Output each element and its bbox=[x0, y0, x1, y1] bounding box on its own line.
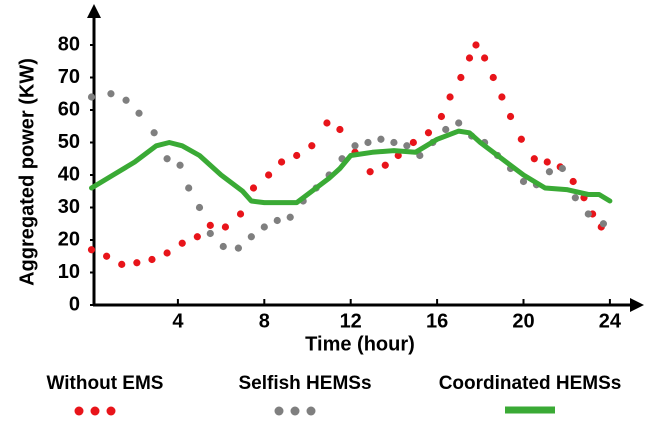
data-point bbox=[206, 229, 214, 238]
legend-label: Without EMS bbox=[47, 373, 164, 394]
x-tick-label: 8 bbox=[259, 310, 270, 332]
data-point bbox=[424, 129, 433, 137]
data-point bbox=[308, 142, 316, 150]
y-tick-label: 50 bbox=[58, 131, 80, 153]
data-point bbox=[221, 223, 230, 231]
data-point bbox=[273, 216, 281, 225]
data-point bbox=[206, 221, 214, 229]
y-axis-arrow bbox=[87, 4, 101, 18]
data-point bbox=[584, 210, 592, 218]
y-tick-label: 40 bbox=[58, 163, 80, 185]
data-point bbox=[277, 158, 286, 166]
data-point bbox=[506, 112, 515, 121]
y-tick-label: 0 bbox=[69, 293, 80, 315]
data-point bbox=[364, 138, 372, 147]
data-point bbox=[457, 73, 465, 82]
x-tick-label: 4 bbox=[172, 310, 184, 332]
x-tick-label: 24 bbox=[599, 310, 622, 332]
data-point bbox=[558, 164, 566, 173]
data-point bbox=[193, 233, 201, 241]
data-point bbox=[409, 138, 417, 147]
data-point bbox=[234, 244, 242, 252]
data-point bbox=[336, 125, 344, 134]
x-tick-label: 20 bbox=[512, 310, 534, 332]
data-point bbox=[481, 54, 489, 62]
data-point bbox=[442, 125, 450, 134]
data-point bbox=[247, 233, 255, 241]
y-tick-label: 60 bbox=[58, 98, 80, 120]
data-point bbox=[148, 255, 156, 264]
data-point bbox=[599, 220, 608, 228]
data-point bbox=[543, 158, 551, 166]
legend-label: Selfish HEMSs bbox=[238, 373, 371, 394]
x-axis-arrow bbox=[630, 298, 644, 312]
data-point bbox=[390, 138, 398, 147]
data-point bbox=[571, 194, 579, 202]
legend-marker bbox=[274, 406, 284, 416]
data-point bbox=[366, 168, 374, 176]
data-point bbox=[163, 155, 171, 163]
data-point bbox=[219, 242, 227, 251]
legend-marker bbox=[306, 406, 316, 416]
x-tick-label: 12 bbox=[340, 310, 362, 332]
data-point bbox=[133, 259, 141, 267]
data-point bbox=[403, 142, 411, 150]
x-axis-label: Time (hour) bbox=[305, 333, 415, 355]
data-point bbox=[530, 155, 538, 163]
data-point bbox=[293, 151, 301, 160]
data-point bbox=[498, 93, 506, 101]
data-point bbox=[351, 142, 359, 150]
data-point bbox=[185, 184, 193, 192]
data-point bbox=[103, 252, 111, 260]
data-point bbox=[437, 112, 446, 121]
data-point bbox=[107, 90, 115, 98]
data-point bbox=[545, 168, 554, 176]
data-point bbox=[465, 54, 474, 62]
y-tick-label: 70 bbox=[58, 66, 80, 88]
data-point bbox=[195, 203, 204, 212]
data-point bbox=[517, 135, 525, 143]
data-point bbox=[394, 151, 402, 160]
data-point bbox=[122, 96, 130, 104]
legend-label: Coordinated HEMSs bbox=[439, 373, 622, 394]
data-point bbox=[472, 41, 480, 49]
legend-marker bbox=[290, 406, 300, 416]
data-point bbox=[446, 93, 454, 101]
data-point bbox=[176, 161, 184, 169]
data-point bbox=[118, 260, 126, 268]
data-point bbox=[150, 129, 158, 137]
data-point bbox=[381, 161, 389, 169]
data-point bbox=[178, 239, 186, 247]
data-point bbox=[455, 119, 463, 127]
y-axis-label: Aggregated power (KW) bbox=[16, 58, 38, 286]
data-point bbox=[519, 177, 528, 186]
data-point bbox=[323, 119, 331, 127]
legend-marker bbox=[106, 406, 116, 416]
y-tick-label: 80 bbox=[58, 33, 80, 55]
data-point bbox=[377, 135, 385, 143]
y-tick-label: 30 bbox=[58, 196, 80, 218]
data-point bbox=[135, 109, 143, 117]
data-point bbox=[260, 223, 268, 231]
data-point bbox=[489, 73, 497, 82]
legend-marker bbox=[90, 406, 100, 416]
data-point bbox=[163, 249, 171, 257]
data-point bbox=[87, 93, 96, 101]
data-point bbox=[87, 246, 96, 254]
y-tick-label: 20 bbox=[58, 228, 80, 250]
data-point bbox=[249, 184, 258, 192]
x-tick-label: 16 bbox=[426, 310, 448, 332]
series-line bbox=[89, 128, 613, 206]
legend-marker bbox=[74, 406, 84, 416]
data-point bbox=[265, 171, 273, 179]
data-point bbox=[569, 177, 577, 186]
data-point bbox=[286, 213, 294, 221]
data-point bbox=[236, 210, 245, 218]
y-tick-label: 10 bbox=[58, 261, 80, 283]
